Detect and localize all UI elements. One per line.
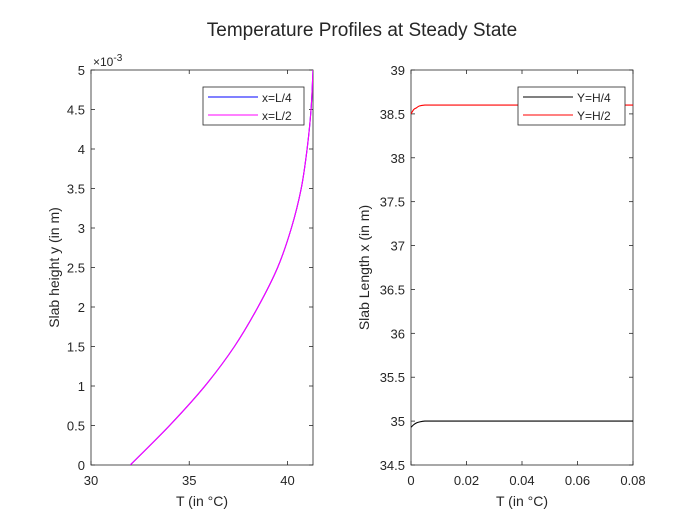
legend-label-2: x=L/2 — [262, 109, 292, 123]
legend-label-1: x=L/4 — [262, 91, 292, 105]
y-tick-label: 35 — [391, 414, 405, 429]
x-axis-label: T (in °C) — [496, 493, 548, 509]
figure-title: Temperature Profiles at Steady State — [207, 20, 518, 41]
legend-label-2: Y=H/2 — [577, 109, 611, 123]
y-tick-label: 2.5 — [67, 261, 85, 276]
y-tick-label: 37 — [391, 239, 405, 254]
y-exponent-power: -3 — [113, 53, 122, 64]
y-tick-label: 0 — [78, 458, 85, 473]
x-tick-label: 0.04 — [509, 473, 534, 488]
x-tick-label: 0 — [407, 473, 414, 488]
legend-box — [517, 86, 626, 126]
x-tick-label: 0.08 — [620, 473, 645, 488]
series-line-1 — [411, 420, 633, 428]
y-axis-label: Slab Length x (in m) — [356, 205, 372, 330]
y-tick-label: 1.5 — [67, 340, 85, 355]
legend-box — [202, 86, 305, 126]
y-tick-label: 1 — [78, 379, 85, 394]
y-tick-label: 5 — [78, 63, 85, 78]
legend-label-1: Y=H/4 — [577, 91, 611, 105]
y-tick-label: 34.5 — [380, 458, 405, 473]
y-tick-label: 4.5 — [67, 103, 85, 118]
y-tick-label: 4 — [78, 142, 85, 157]
legend: x=L/4 x=L/2 — [202, 86, 305, 126]
x-axis-label: T (in °C) — [176, 493, 228, 509]
y-tick-label: 3 — [78, 221, 85, 236]
y-tick-label: 38.5 — [380, 107, 405, 122]
x-tick-label: 0.06 — [565, 473, 590, 488]
x-tick-label: 30 — [84, 473, 98, 488]
series-line-2 — [129, 70, 313, 465]
y-tick-label: 37.5 — [380, 195, 405, 210]
y-tick-label: 2 — [78, 300, 85, 315]
y-tick-label: 0.5 — [67, 419, 85, 434]
y-axis-label: Slab height y (in m) — [46, 207, 62, 328]
y-tick-label: 39 — [391, 63, 405, 78]
y-tick-label: 3.5 — [67, 182, 85, 197]
x-tick-label: 35 — [182, 473, 196, 488]
legend: Y=H/4 Y=H/2 — [517, 86, 626, 126]
x-tick-label: 0.02 — [454, 473, 479, 488]
y-tick-label: 36 — [391, 326, 405, 341]
y-tick-label: 38 — [391, 151, 405, 166]
y-tick-label: 36.5 — [380, 282, 405, 297]
chart-2: 0 0.02 0.04 0.06 0.08 34.5 35 35.5 36 36.5 37 37.5 3… — [356, 63, 646, 509]
x-tick-label: 40 — [280, 473, 294, 488]
y-tick-label: 35.5 — [380, 370, 405, 385]
